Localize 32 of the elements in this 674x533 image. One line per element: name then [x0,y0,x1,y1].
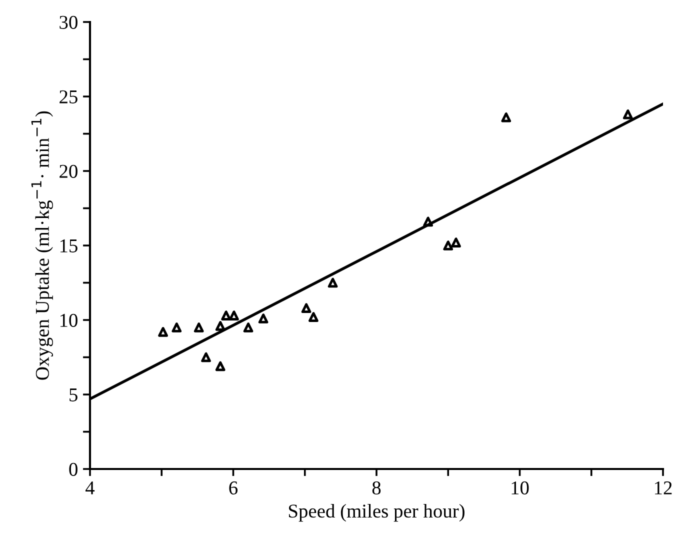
x-tick-label: 10 [512,481,529,494]
point [308,312,318,322]
point [215,321,226,331]
x-tick-label: 8 [372,481,381,494]
y-tick-label: 15 [60,239,78,252]
x-tick-label: 4 [86,482,95,494]
x-tick-label: 6 [229,481,238,494]
point [301,303,312,314]
point [243,322,254,332]
point [215,361,226,372]
point [172,322,182,332]
y-tick-label: 10 [60,314,78,327]
x-tick-label: 12 [654,481,672,494]
y-tick-label: 0 [69,462,78,476]
point [622,109,633,120]
point [194,322,204,332]
x-axis-title: Speed (miles per hour) [288,504,464,522]
y-tick-label: 5 [70,388,78,402]
point [258,314,268,324]
y-axis-title: Oxygen Uptake (ml·kg$^{−1}$· min$^{−1}$) [31,111,53,380]
point [158,326,168,337]
point [451,238,461,248]
y-tick-label: 30 [60,16,78,29]
point [229,310,239,320]
y-tick-label: 20 [60,164,78,178]
point [221,310,232,320]
y-tick-label: 25 [60,90,78,104]
point [501,112,512,122]
point [328,278,338,288]
point [443,240,454,250]
point [423,216,433,227]
point [201,352,211,362]
